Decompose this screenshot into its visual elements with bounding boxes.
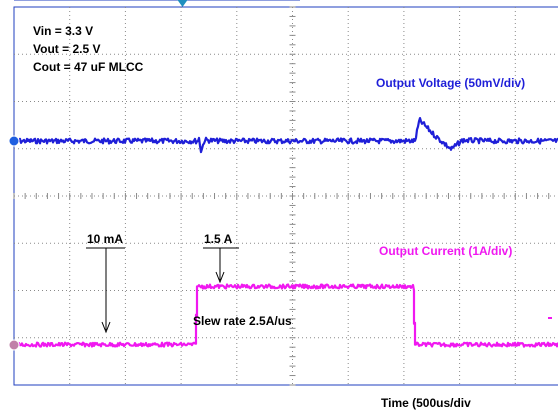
x-axis-label: Time (500us/div [381, 396, 471, 410]
output-voltage-trace [13, 116, 558, 154]
annotations: Vin = 3.3 V Vout = 2.5 V Cout = 47 uF ML… [33, 24, 525, 410]
label-1p5a: 1.5 A [204, 232, 233, 246]
current-series-label: Output Current (1A/div) [379, 244, 512, 258]
note-cout: Cout = 47 uF MLCC [33, 60, 144, 74]
note-vin: Vin = 3.3 V [33, 24, 93, 38]
channel1-ground-marker [8, 135, 20, 147]
trigger-marker [177, 0, 188, 7]
channel2-ground-marker [8, 339, 20, 351]
voltage-series-label: Output Voltage (50mV/div) [376, 76, 525, 90]
output-current-trace [13, 283, 558, 348]
arrow-1p5a-head [215, 271, 225, 284]
slew-rate-note: Slew rate 2.5A/us [193, 314, 292, 328]
grid [13, 0, 558, 386]
traces [8, 116, 558, 351]
arrow-10ma-head [101, 321, 111, 334]
note-vout: Vout = 2.5 V [33, 42, 100, 56]
label-10ma: 10 mA [87, 232, 123, 246]
